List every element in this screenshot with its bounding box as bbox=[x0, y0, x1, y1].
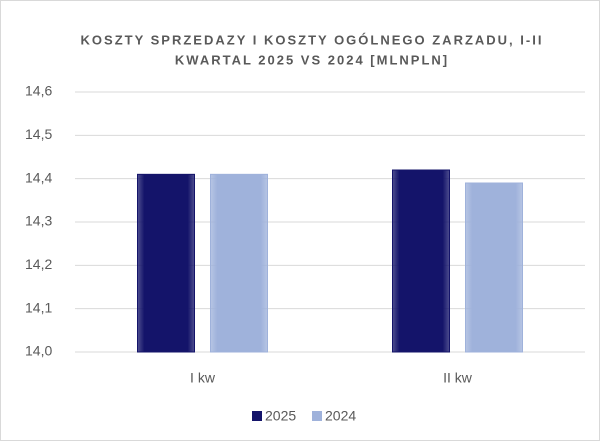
y-tick-label: 14,5 bbox=[25, 126, 52, 142]
bar bbox=[392, 169, 450, 353]
chart-title: KWARTAL 2025 VS 2024 [MLNPLN] bbox=[175, 52, 449, 67]
x-tick-label: I kw bbox=[190, 370, 216, 386]
y-tick-label: 14,0 bbox=[25, 343, 52, 359]
legend-swatch bbox=[252, 411, 262, 421]
y-tick-label: 14,3 bbox=[25, 213, 52, 229]
bar bbox=[465, 182, 523, 353]
bar bbox=[137, 173, 195, 353]
chart-title: KOSZTY SPRZEDAZY I KOSZTY OGÓLNEGO ZARZA… bbox=[81, 32, 544, 47]
legend-label: 2025 bbox=[265, 408, 296, 424]
x-tick-label: II kw bbox=[443, 370, 473, 386]
y-tick-label: 14,4 bbox=[25, 169, 52, 185]
y-tick-label: 14,1 bbox=[25, 299, 52, 315]
legend-label: 2024 bbox=[325, 408, 356, 424]
legend-swatch bbox=[312, 411, 322, 421]
y-tick-label: 14,6 bbox=[25, 83, 52, 99]
bar bbox=[210, 173, 268, 353]
y-tick-label: 14,2 bbox=[25, 256, 52, 272]
